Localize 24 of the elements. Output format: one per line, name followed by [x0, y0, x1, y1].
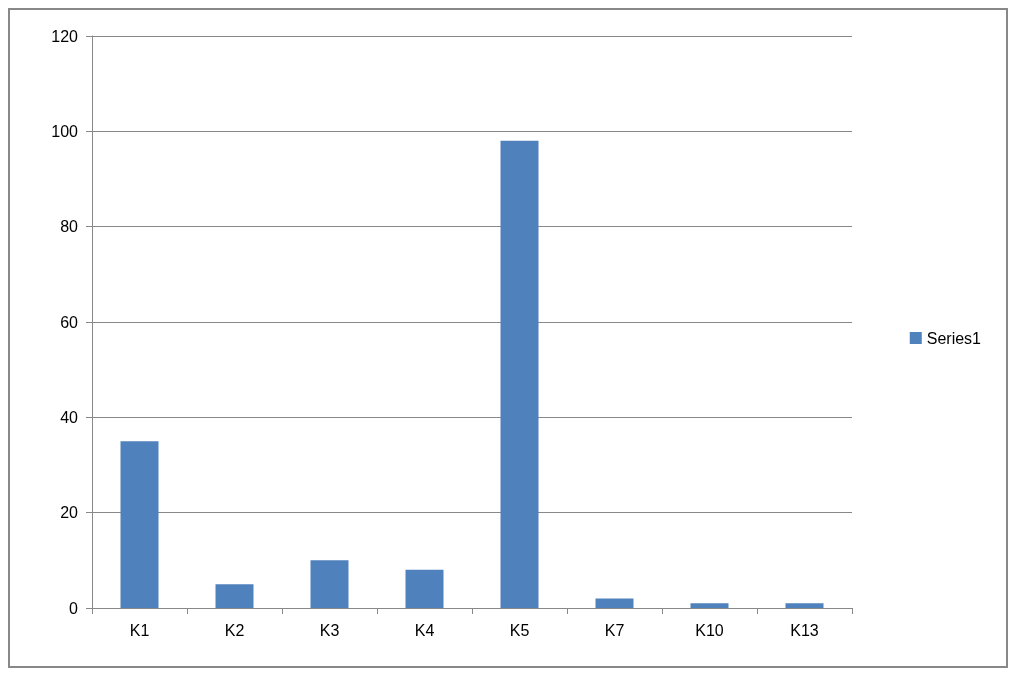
legend-label: Series1 — [926, 329, 982, 347]
y-tick-label: 120 — [51, 27, 79, 45]
y-tick-label: 80 — [60, 218, 79, 236]
y-tick-label: 60 — [60, 313, 79, 331]
x-tick-label: K1 — [129, 621, 150, 639]
y-tick-label: 20 — [60, 504, 79, 522]
bar — [690, 603, 729, 608]
bar — [120, 441, 159, 608]
bar — [310, 560, 349, 608]
bar — [215, 584, 254, 608]
y-tick-label: 40 — [60, 408, 79, 426]
y-tick-label: 0 — [69, 599, 79, 617]
x-tick-label: K7 — [604, 621, 625, 639]
bar — [785, 603, 824, 608]
bar — [595, 598, 634, 608]
bar — [500, 140, 539, 608]
x-tick-label: K2 — [224, 621, 245, 639]
y-tick-label: 100 — [51, 122, 79, 140]
x-tick-label: K3 — [319, 621, 340, 639]
x-tick-label: K5 — [509, 621, 530, 639]
x-tick-label: K10 — [695, 621, 724, 639]
x-tick-label: K4 — [414, 621, 435, 639]
bar — [405, 569, 444, 608]
x-tick-label: K13 — [790, 621, 819, 639]
